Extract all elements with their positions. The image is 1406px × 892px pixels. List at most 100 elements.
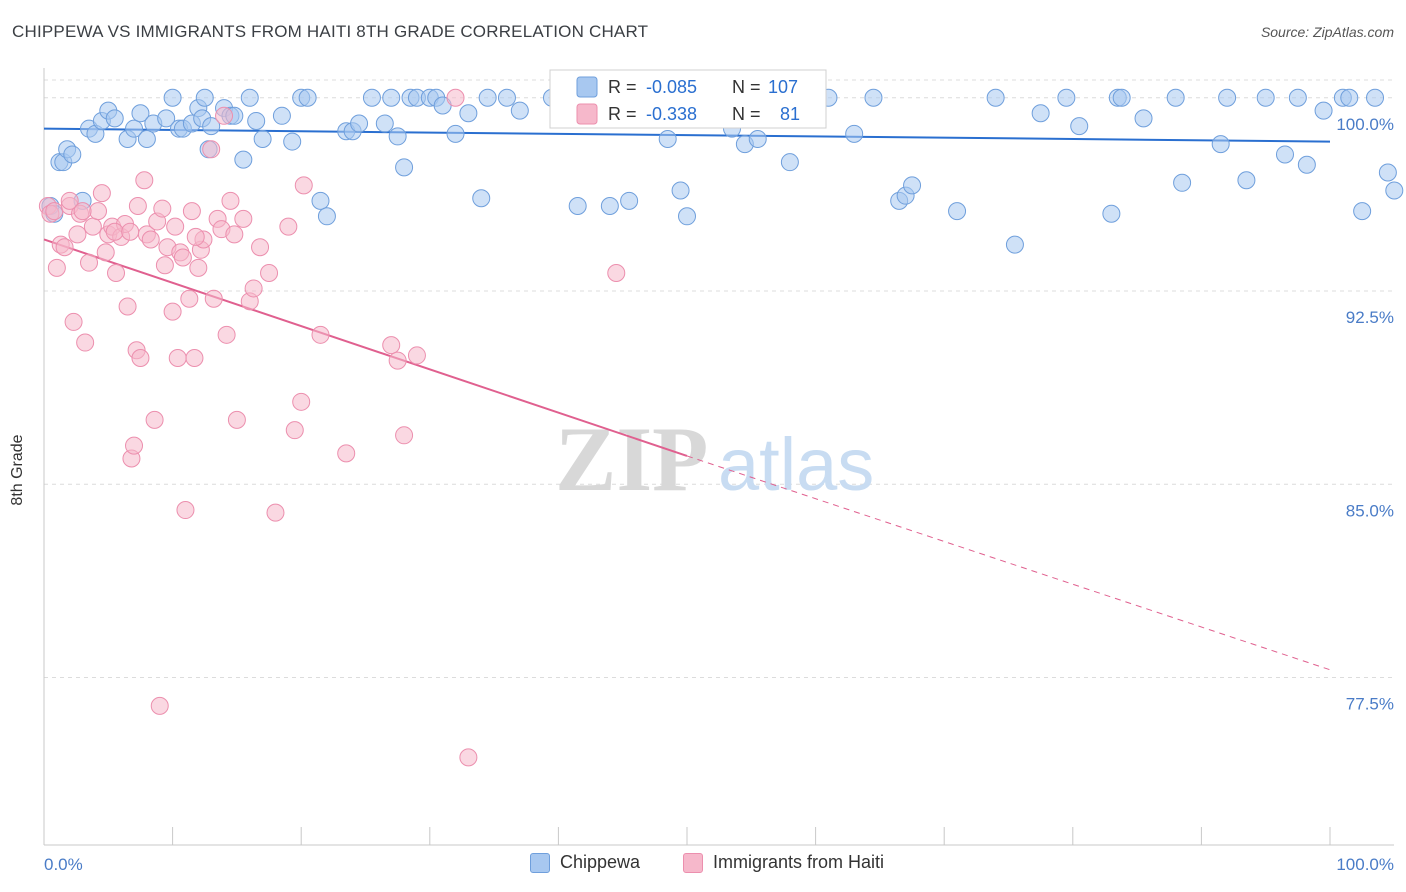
chippewa-point-87 [1112,88,1131,107]
chippewa-point-100 [1353,202,1372,221]
haiti-point-39 [173,248,192,267]
chippewa-point-58 [568,196,587,215]
source-note: Source: ZipAtlas.com [1260,24,1394,40]
haiti-point-23 [125,436,144,455]
chippewa-point-55 [497,88,516,107]
chippewa-point-84 [1070,117,1089,136]
haiti-point-75 [73,202,92,221]
legend-r-label-chippewa: R = [608,77,637,97]
chippewa-point-61 [620,191,639,210]
haiti-point-7 [64,312,83,331]
legend-chippewa-swatch [530,852,550,873]
chippewa-point-96 [1288,88,1307,107]
chippewa-point-43 [375,114,394,133]
x-tick-label-1: 100.0% [1336,855,1394,874]
haiti-point-63 [292,392,311,411]
chippewa-point-71 [780,153,799,172]
haiti-point-48 [204,289,223,308]
chippewa-point-65 [678,207,696,226]
trend-lines [43,127,1331,671]
chippewa-point-13 [125,119,144,138]
chippewa-point-97 [1297,155,1316,174]
chippewa-point-75 [864,88,883,107]
chippewa-point-35 [283,132,302,151]
haiti-point-33 [155,256,174,275]
haiti-point-69 [395,426,414,445]
chippewa-point-91 [1211,135,1230,154]
chippewa-point-101 [1366,88,1385,107]
gridlines [44,79,1394,679]
watermark-zip: ZIP [555,408,708,510]
haiti-point-18 [107,263,126,282]
legend-item-haiti[interactable]: Immigrants from Haiti [683,852,884,873]
chippewa-point-78 [903,176,922,195]
chippewa-point-52 [446,124,465,143]
chippewa-point-32 [247,111,266,130]
haiti-point-8 [68,225,87,244]
chippewa-point-11 [105,109,124,128]
chippewa-point-93 [1237,171,1256,190]
legend-n-label-haiti: N = [732,104,761,124]
chippewa-point-53 [459,104,478,123]
chippewa-point-81 [1005,235,1024,254]
legend-r-value-haiti: -0.338 [646,104,697,124]
chippewa-point-85 [1102,204,1121,223]
chippewa-point-26 [202,117,221,136]
haiti-point-76 [105,222,124,241]
y-tick-label-2: 92.5% [1346,308,1394,327]
watermark-atlas: atlas [718,423,874,506]
chippewa-point-34 [272,106,291,125]
legend-item-chippewa[interactable]: Chippewa [530,852,640,873]
haiti-point-44 [189,258,208,277]
chippewa-point-88 [1134,109,1153,128]
haiti-point-29 [145,410,164,429]
chippewa-point-33 [253,129,272,148]
chippewa-point-31 [240,88,259,107]
chippewa-point-89 [1166,88,1185,107]
haiti-point-41 [180,289,199,308]
legend-swatch-haiti [576,103,598,125]
haiti-point-57 [244,279,263,298]
chippewa-point-63 [658,129,677,148]
haiti-point-12 [83,217,102,236]
chippewa-point-14 [131,104,150,123]
chippewa-point-79 [948,202,967,221]
chippewa-point-44 [382,88,401,107]
haiti-point-66 [337,444,356,463]
haiti-point-37 [168,349,187,368]
haiti-point-15 [96,243,115,262]
haiti-point-77 [128,196,147,215]
chippewa-point-105 [350,114,369,133]
haiti-point-58 [251,238,270,257]
chippewa-point-82 [1031,104,1050,123]
chippewa-point-95 [1275,145,1294,164]
legend-r-value-chippewa: -0.085 [646,77,697,97]
legend-swatch-chippewa [576,76,598,98]
haiti-point-54 [227,410,246,429]
chippewa-point-80 [986,88,1005,107]
y-tick-label-1: 85.0% [1346,501,1394,520]
watermark: ZIP atlas [555,408,874,510]
chippewa-point-69 [748,129,767,148]
x-tick-label-0: 0.0% [44,855,83,874]
haiti-points [38,88,626,767]
chippewa-point-106 [478,88,497,107]
haiti-point-13 [89,202,108,221]
haiti-point-28 [141,230,160,249]
haiti-point-14 [92,184,111,203]
chippewa-point-30 [234,150,253,169]
chippewa-point-5 [63,145,82,164]
chippewa-point-24 [195,88,214,107]
haiti-point-31 [150,696,169,715]
correlation-legend: R = -0.085 N = 107 R = -0.338 N = 81 [549,69,827,129]
legend-n-label-chippewa: N = [732,77,761,97]
chippewa-point-38 [311,191,330,210]
haiti-point-70 [407,346,426,365]
chippewa-point-92 [1218,88,1237,107]
haiti-point-73 [607,263,626,282]
legend-n-value-haiti: 81 [780,104,800,124]
chippewa-point-15 [137,129,156,148]
y-tick-label-0: 77.5% [1346,695,1394,714]
haiti-point-11 [80,253,99,272]
